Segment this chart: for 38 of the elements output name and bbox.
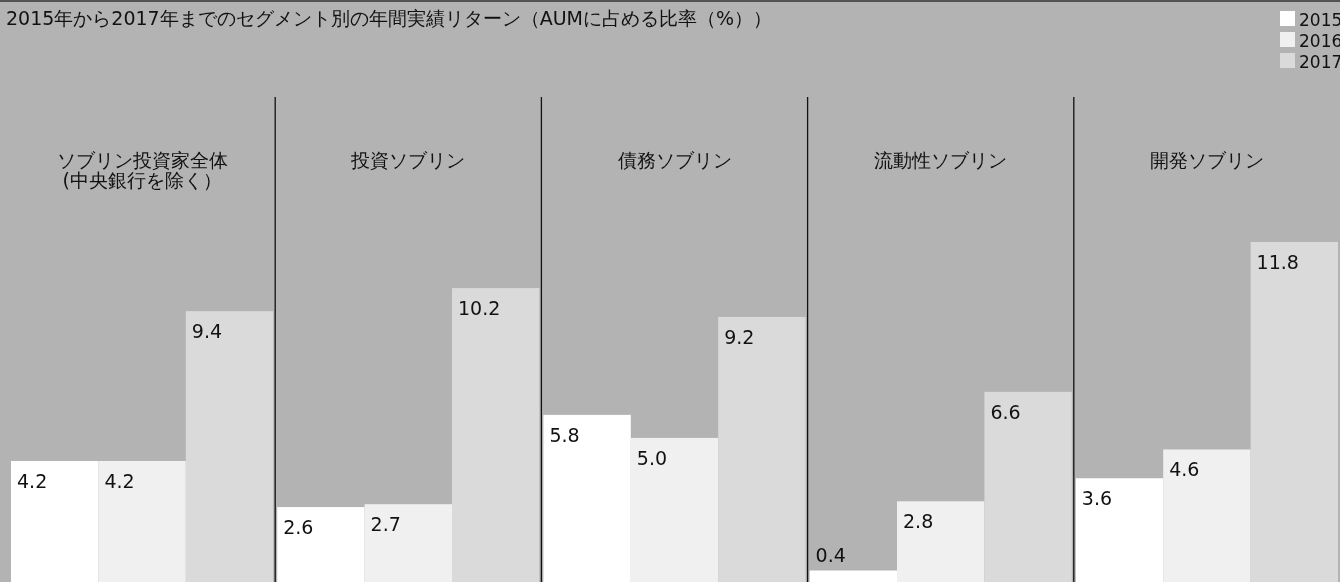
data-label: 0.4	[815, 544, 846, 567]
bar	[185, 311, 274, 582]
data-label: 3.6	[1081, 487, 1113, 510]
data-label: 6.6	[990, 400, 1021, 423]
data-label: 9.2	[724, 325, 755, 348]
chart-title: 2015年から2017年までのセグメント別の年間実績リターン（AUMに占める比率（%））	[6, 7, 773, 29]
bar	[1250, 242, 1338, 582]
data-label: 2.8	[903, 510, 934, 533]
bar	[630, 437, 719, 582]
legend-label: 2017	[1299, 52, 1340, 72]
bar	[1163, 449, 1251, 582]
data-label: 9.4	[191, 320, 223, 343]
data-label: 4.6	[1169, 458, 1200, 481]
bar	[984, 391, 1072, 582]
data-label: 5.0	[636, 446, 668, 469]
data-label: 4.2	[104, 469, 135, 492]
bar	[364, 504, 452, 582]
bar	[1075, 478, 1164, 582]
bar	[543, 414, 631, 582]
data-label: 2.7	[370, 513, 401, 536]
bar	[277, 507, 365, 582]
bar	[11, 460, 99, 582]
x-tick-label: ソブリン投資家全体 (中央銀行を除く）	[56, 149, 228, 191]
data-label: 10.2	[458, 297, 501, 320]
data-label: 11.8	[1256, 251, 1299, 273]
x-tick-label: 開発ソブリン	[1149, 149, 1264, 171]
data-label: 4.2	[17, 469, 48, 492]
bar	[718, 316, 806, 582]
bar	[452, 288, 540, 582]
data-label: 2.6	[283, 516, 314, 539]
bar	[809, 570, 897, 582]
legend-label: 2015	[1299, 10, 1340, 30]
data-label: 5.8	[549, 423, 580, 446]
x-tick-label: 債務ソブリン	[617, 149, 732, 171]
x-tick-label: 流動性ソブリン	[874, 149, 1008, 171]
bar	[897, 501, 985, 582]
bar	[98, 460, 186, 582]
x-tick-label: 投資ソブリン	[350, 149, 466, 171]
